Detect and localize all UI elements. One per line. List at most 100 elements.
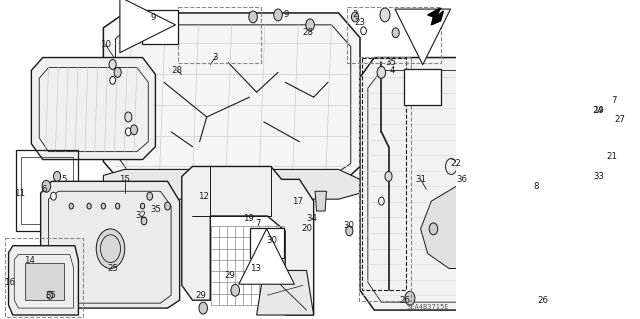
Polygon shape	[428, 8, 444, 25]
Circle shape	[538, 301, 548, 315]
Text: 5: 5	[61, 175, 67, 184]
Circle shape	[377, 66, 386, 78]
Circle shape	[361, 27, 367, 35]
Text: 33: 33	[593, 172, 604, 181]
Text: 9: 9	[284, 11, 289, 19]
Polygon shape	[531, 157, 584, 209]
Text: 17: 17	[292, 197, 303, 206]
Polygon shape	[529, 189, 588, 196]
Text: 8: 8	[533, 182, 539, 191]
Circle shape	[125, 112, 132, 122]
Text: 32: 32	[136, 211, 147, 220]
Circle shape	[141, 217, 147, 225]
Polygon shape	[40, 181, 180, 308]
Polygon shape	[529, 201, 588, 207]
Text: 15: 15	[119, 175, 131, 184]
Polygon shape	[420, 186, 506, 269]
FancyBboxPatch shape	[142, 10, 177, 44]
Text: 24: 24	[592, 106, 603, 115]
Polygon shape	[529, 155, 588, 161]
Polygon shape	[237, 191, 248, 211]
Text: 6: 6	[42, 185, 47, 194]
Circle shape	[164, 202, 170, 210]
Text: 22: 22	[451, 159, 461, 168]
Text: 4: 4	[389, 66, 395, 75]
Text: 35: 35	[46, 291, 57, 300]
Text: 20: 20	[301, 224, 312, 234]
Text: 16: 16	[4, 278, 15, 287]
Text: 2: 2	[352, 11, 358, 19]
Text: 32117: 32117	[147, 26, 173, 35]
Text: 29: 29	[224, 271, 235, 280]
Circle shape	[96, 229, 125, 269]
Circle shape	[125, 128, 131, 136]
Circle shape	[385, 171, 392, 181]
Circle shape	[115, 203, 120, 209]
Circle shape	[346, 226, 353, 236]
Text: 35: 35	[385, 58, 396, 67]
Polygon shape	[257, 271, 314, 315]
Polygon shape	[529, 166, 588, 172]
Text: 29: 29	[196, 291, 207, 300]
Text: 28: 28	[303, 28, 314, 37]
Text: 26: 26	[538, 296, 548, 305]
Text: 3: 3	[212, 53, 218, 62]
Text: 31: 31	[415, 175, 426, 184]
Polygon shape	[183, 191, 195, 211]
Text: 13: 13	[250, 264, 260, 273]
Circle shape	[249, 11, 257, 23]
Text: 34: 34	[307, 214, 317, 224]
Circle shape	[110, 76, 115, 84]
Circle shape	[51, 192, 56, 200]
Text: 28: 28	[172, 66, 182, 75]
Circle shape	[101, 203, 106, 209]
Circle shape	[378, 197, 384, 205]
Polygon shape	[8, 246, 79, 315]
Circle shape	[199, 302, 207, 314]
Circle shape	[429, 223, 438, 235]
Text: B-37: B-37	[257, 236, 276, 245]
Circle shape	[273, 241, 280, 251]
Circle shape	[140, 203, 145, 209]
Circle shape	[392, 28, 399, 38]
Text: 19: 19	[243, 214, 253, 224]
FancyBboxPatch shape	[250, 228, 284, 258]
Polygon shape	[280, 191, 291, 211]
Polygon shape	[315, 191, 326, 211]
Polygon shape	[31, 57, 156, 160]
Circle shape	[405, 291, 415, 305]
Text: FR.: FR.	[411, 20, 426, 29]
Circle shape	[69, 203, 74, 209]
Text: 26: 26	[399, 296, 410, 305]
Circle shape	[231, 284, 239, 296]
Polygon shape	[529, 178, 588, 184]
Circle shape	[351, 12, 358, 22]
Text: 12: 12	[198, 192, 209, 201]
Polygon shape	[182, 167, 314, 315]
Polygon shape	[529, 131, 588, 137]
Text: 25: 25	[107, 264, 118, 273]
Polygon shape	[144, 191, 156, 211]
Text: 9: 9	[150, 13, 156, 22]
Text: 35: 35	[150, 204, 161, 213]
Circle shape	[47, 291, 52, 299]
Text: SEA4B3715E: SEA4B3715E	[406, 304, 449, 310]
Text: 36: 36	[456, 175, 467, 184]
Text: B-7: B-7	[152, 16, 167, 26]
Text: 10: 10	[100, 40, 111, 49]
Circle shape	[147, 192, 152, 200]
Circle shape	[131, 125, 138, 135]
Text: 7: 7	[612, 96, 617, 105]
Polygon shape	[104, 13, 360, 186]
Text: 27: 27	[614, 115, 626, 124]
Polygon shape	[529, 120, 588, 126]
Text: 11: 11	[15, 189, 26, 198]
Circle shape	[154, 15, 163, 27]
Text: 32117: 32117	[410, 86, 436, 95]
Text: 7: 7	[255, 219, 261, 228]
Polygon shape	[360, 57, 538, 310]
Text: 23: 23	[355, 19, 365, 27]
Polygon shape	[25, 263, 64, 300]
Text: 14: 14	[24, 256, 35, 265]
Circle shape	[114, 67, 121, 77]
